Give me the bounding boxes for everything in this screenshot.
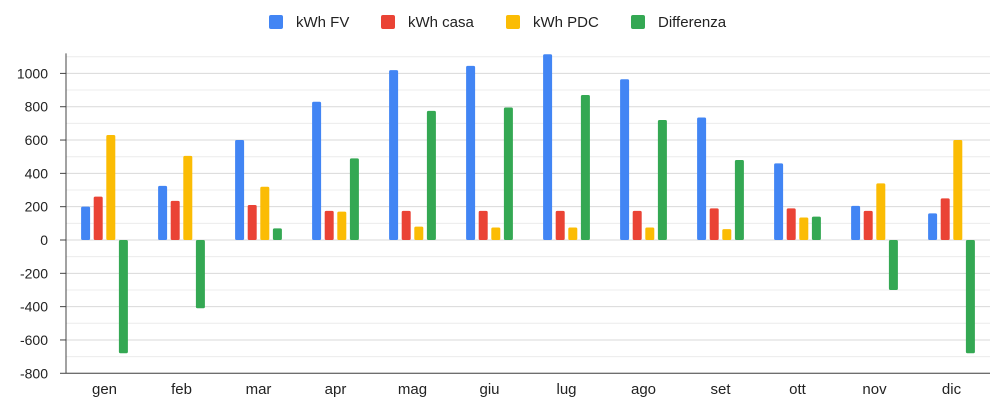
y-tick-label: 400	[25, 165, 49, 181]
x-tick-label: lug	[556, 381, 576, 398]
y-tick-label: -600	[20, 332, 48, 348]
bar-kwh-fv-mar	[235, 140, 245, 240]
bar-kwh-fv-dic	[928, 213, 938, 240]
x-tick-label: feb	[171, 381, 192, 398]
bar-kwh-pdc-apr	[337, 211, 347, 240]
bar-kwh-casa-apr	[324, 210, 334, 240]
bar-differenza-set	[734, 160, 744, 240]
bar-kwh-pdc-ott	[799, 217, 809, 240]
x-tick-label: giu	[479, 381, 499, 398]
legend-label: kWh PDC	[533, 14, 599, 31]
bar-kwh-casa-mag	[401, 210, 411, 240]
x-axis: gen feb mar apr mag giu lug ago set ott nov dic	[66, 372, 990, 398]
bar-differenza-dic	[965, 240, 975, 354]
bar-kwh-casa-lug	[555, 210, 565, 240]
legend-label: kWh FV	[296, 14, 349, 31]
bar-kwh-casa-gen	[93, 196, 103, 240]
legend-swatch-icon	[631, 15, 645, 29]
bar-kwh-pdc-dic	[953, 140, 963, 240]
bar-kwh-fv-apr	[312, 101, 322, 240]
bar-kwh-pdc-mag	[414, 226, 424, 240]
bar-differenza-ago	[657, 120, 667, 240]
bar-differenza-mar	[272, 228, 282, 240]
bar-kwh-fv-ott	[774, 163, 784, 240]
chart-gridlines	[66, 56, 990, 374]
bar-differenza-ott	[811, 216, 821, 240]
bar-kwh-casa-feb	[170, 200, 180, 240]
x-tick-label: ott	[789, 381, 807, 398]
bar-kwh-fv-mag	[389, 70, 399, 241]
bar-kwh-pdc-ago	[645, 227, 655, 240]
chart-legend: kWh FV kWh casa kWh PDC Differenza	[269, 14, 727, 31]
bar-kwh-fv-nov	[851, 205, 861, 240]
bar-kwh-pdc-set	[722, 229, 732, 240]
bar-differenza-apr	[349, 158, 359, 240]
x-tick-label: nov	[862, 381, 887, 398]
x-tick-label: mag	[398, 381, 427, 398]
bar-kwh-fv-feb	[158, 185, 168, 240]
bar-differenza-gen	[118, 240, 128, 354]
bar-kwh-fv-ago	[620, 79, 630, 240]
bar-differenza-feb	[195, 240, 205, 309]
bar-kwh-casa-giu	[478, 210, 488, 240]
x-tick-label: mar	[246, 381, 272, 398]
bar-kwh-casa-nov	[863, 210, 873, 240]
bar-kwh-pdc-giu	[491, 227, 501, 240]
y-axis: 1000 800 600 400 200 0 -200 -400 -600 -800	[17, 53, 67, 381]
bar-kwh-casa-ott	[786, 208, 796, 240]
y-tick-label: 0	[40, 232, 48, 248]
bar-kwh-casa-dic	[940, 198, 950, 240]
y-tick-label: 600	[25, 132, 49, 148]
bar-kwh-fv-gen	[81, 206, 91, 240]
legend-label: Differenza	[658, 14, 727, 31]
legend-swatch-icon	[381, 15, 395, 29]
bar-kwh-casa-mar	[247, 205, 257, 240]
bar-kwh-pdc-feb	[183, 155, 193, 240]
bar-differenza-giu	[503, 107, 513, 240]
y-tick-label: -400	[20, 299, 48, 315]
y-tick-label: 1000	[17, 65, 48, 81]
x-tick-label: dic	[942, 381, 962, 398]
legend-swatch-icon	[269, 15, 283, 29]
bar-differenza-mag	[426, 110, 436, 240]
x-tick-label: ago	[631, 381, 656, 398]
bar-differenza-nov	[888, 240, 898, 290]
bar-kwh-pdc-nov	[876, 183, 886, 240]
y-tick-label: -800	[20, 365, 48, 381]
y-tick-label: -200	[20, 265, 48, 281]
bar-kwh-fv-set	[697, 117, 707, 240]
x-tick-label: apr	[325, 381, 347, 398]
bar-kwh-pdc-lug	[568, 227, 578, 240]
bar-kwh-pdc-mar	[260, 186, 270, 240]
x-tick-label: set	[710, 381, 731, 398]
bar-kwh-casa-set	[709, 208, 719, 240]
chart-bars	[81, 54, 975, 354]
bar-kwh-fv-lug	[543, 54, 553, 241]
y-tick-label: 200	[25, 199, 49, 215]
x-tick-label: gen	[92, 381, 117, 398]
legend-label: kWh casa	[408, 14, 475, 31]
bar-kwh-casa-ago	[632, 210, 642, 240]
bar-kwh-fv-giu	[466, 65, 476, 240]
bar-kwh-pdc-gen	[106, 135, 116, 240]
legend-swatch-icon	[506, 15, 520, 29]
bar-differenza-lug	[580, 95, 590, 240]
y-tick-label: 800	[25, 99, 49, 115]
